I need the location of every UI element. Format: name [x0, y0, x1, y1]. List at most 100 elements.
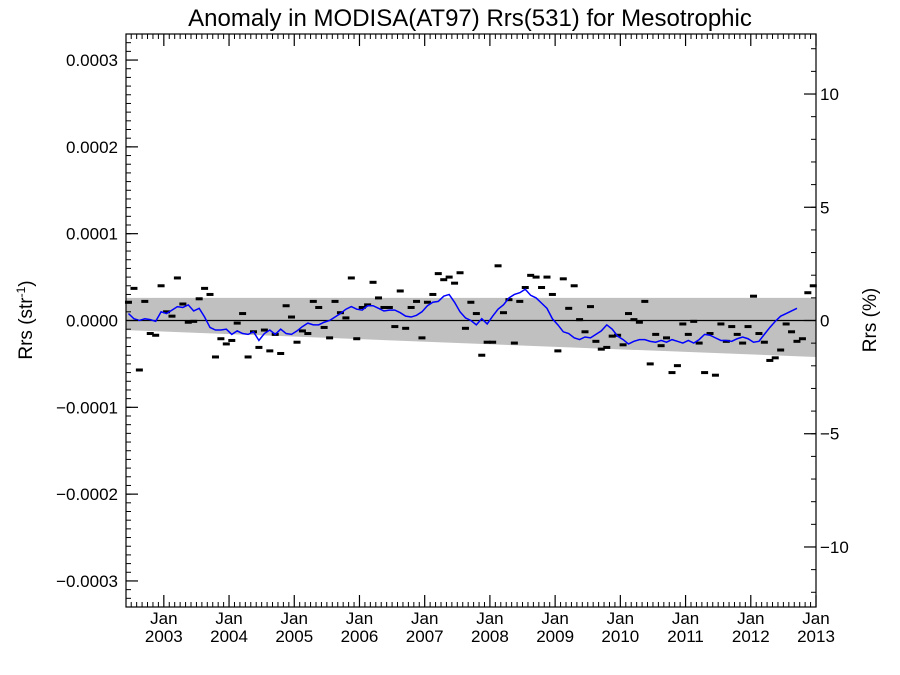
- data-point: [364, 303, 372, 307]
- data-point: [576, 318, 584, 322]
- data-point: [527, 273, 535, 277]
- data-point: [391, 325, 399, 329]
- data-point: [429, 292, 437, 296]
- data-point: [652, 332, 660, 336]
- data-point: [369, 280, 377, 284]
- x-tick-month-label: Jan: [281, 609, 308, 628]
- data-point: [570, 284, 578, 288]
- data-point: [456, 271, 464, 275]
- y-axis-left-title: Rrs (str-1): [14, 280, 37, 359]
- data-point: [423, 300, 431, 304]
- data-point: [657, 344, 665, 348]
- plot-area: [124, 33, 817, 608]
- x-tick-month-label: Jan: [150, 609, 177, 628]
- data-point: [266, 349, 274, 353]
- x-tick-month-label: Jan: [541, 609, 568, 628]
- y-tick-label: −0.0002: [56, 485, 118, 504]
- y-axis-right-title: Rrs (%): [860, 288, 881, 352]
- data-point: [532, 275, 540, 279]
- data-point: [478, 353, 486, 357]
- data-point: [586, 305, 594, 309]
- data-point: [684, 332, 692, 336]
- data-point: [635, 320, 643, 324]
- data-point: [440, 278, 448, 282]
- x-tick-month-label: Jan: [476, 609, 503, 628]
- x-axis: Jan2003Jan2004Jan2005Jan2006Jan2007Jan20…: [130, 34, 835, 646]
- chart-title: Anomaly in MODISA(AT97) Rrs(531) for Mes…: [188, 5, 752, 32]
- data-point: [228, 338, 236, 342]
- data-point: [641, 299, 649, 303]
- data-point: [744, 325, 752, 329]
- x-tick-year-label: 2003: [145, 627, 183, 646]
- x-tick-month-label: Jan: [672, 609, 699, 628]
- data-point: [798, 337, 806, 341]
- data-point: [619, 343, 627, 347]
- x-tick-month-label: Jan: [346, 609, 373, 628]
- data-point: [494, 264, 502, 268]
- data-point: [663, 336, 671, 340]
- y2-tick-label: 10: [820, 85, 839, 104]
- data-point: [184, 320, 192, 324]
- data-point: [358, 305, 366, 309]
- y-axis-right: 10 5 0 −5 −10: [804, 48, 849, 593]
- data-point: [483, 340, 491, 344]
- data-point: [804, 291, 812, 295]
- x-tick-year-label: 2012: [732, 627, 770, 646]
- data-point: [342, 316, 350, 320]
- data-point: [711, 373, 719, 377]
- x-tick-month-label: Jan: [802, 609, 829, 628]
- data-point: [293, 340, 301, 344]
- data-point: [809, 284, 817, 288]
- data-point: [375, 296, 383, 300]
- data-point: [201, 286, 209, 290]
- y-tick-label: 0.0000: [66, 312, 118, 331]
- data-point: [499, 311, 507, 315]
- data-point: [407, 305, 415, 309]
- data-point: [548, 292, 556, 296]
- data-point: [190, 319, 198, 323]
- data-point: [282, 304, 290, 308]
- y2-tick-label: −10: [820, 538, 849, 557]
- data-point: [320, 325, 328, 329]
- data-point: [679, 322, 687, 326]
- data-point: [451, 281, 459, 285]
- x-tick-year-label: 2011: [667, 627, 704, 646]
- x-tick-month-label: Jan: [737, 609, 764, 628]
- data-point: [646, 362, 654, 366]
- data-point: [380, 305, 388, 309]
- data-point: [717, 322, 725, 326]
- data-point: [766, 358, 774, 362]
- data-point: [673, 364, 681, 368]
- y2-tick-label: 5: [820, 198, 829, 217]
- data-point: [168, 314, 176, 318]
- data-point: [777, 348, 785, 352]
- x-tick-year-label: 2004: [210, 627, 248, 646]
- data-point: [625, 312, 632, 316]
- x-tick-year-label: 2013: [797, 627, 835, 646]
- data-point: [195, 297, 203, 301]
- data-point: [559, 277, 567, 281]
- data-point: [418, 336, 426, 340]
- data-point: [434, 272, 442, 276]
- data-point: [173, 276, 181, 280]
- data-point: [326, 336, 334, 340]
- data-point: [152, 333, 160, 337]
- data-point: [472, 312, 480, 316]
- data-point: [206, 292, 214, 296]
- data-point: [445, 275, 453, 279]
- data-point: [402, 326, 410, 330]
- x-tick-month-label: Jan: [215, 609, 242, 628]
- data-point: [668, 371, 676, 375]
- data-point: [157, 284, 165, 288]
- x-tick-year-label: 2005: [275, 627, 313, 646]
- data-point: [385, 305, 393, 309]
- data-point: [782, 322, 790, 326]
- data-point: [706, 332, 714, 336]
- running-mean-line: [127, 288, 798, 345]
- data-point: [141, 299, 149, 303]
- data-point: [538, 286, 546, 290]
- x-tick-month-label: Jan: [607, 609, 634, 628]
- data-point: [793, 339, 801, 343]
- data-point: [690, 319, 698, 323]
